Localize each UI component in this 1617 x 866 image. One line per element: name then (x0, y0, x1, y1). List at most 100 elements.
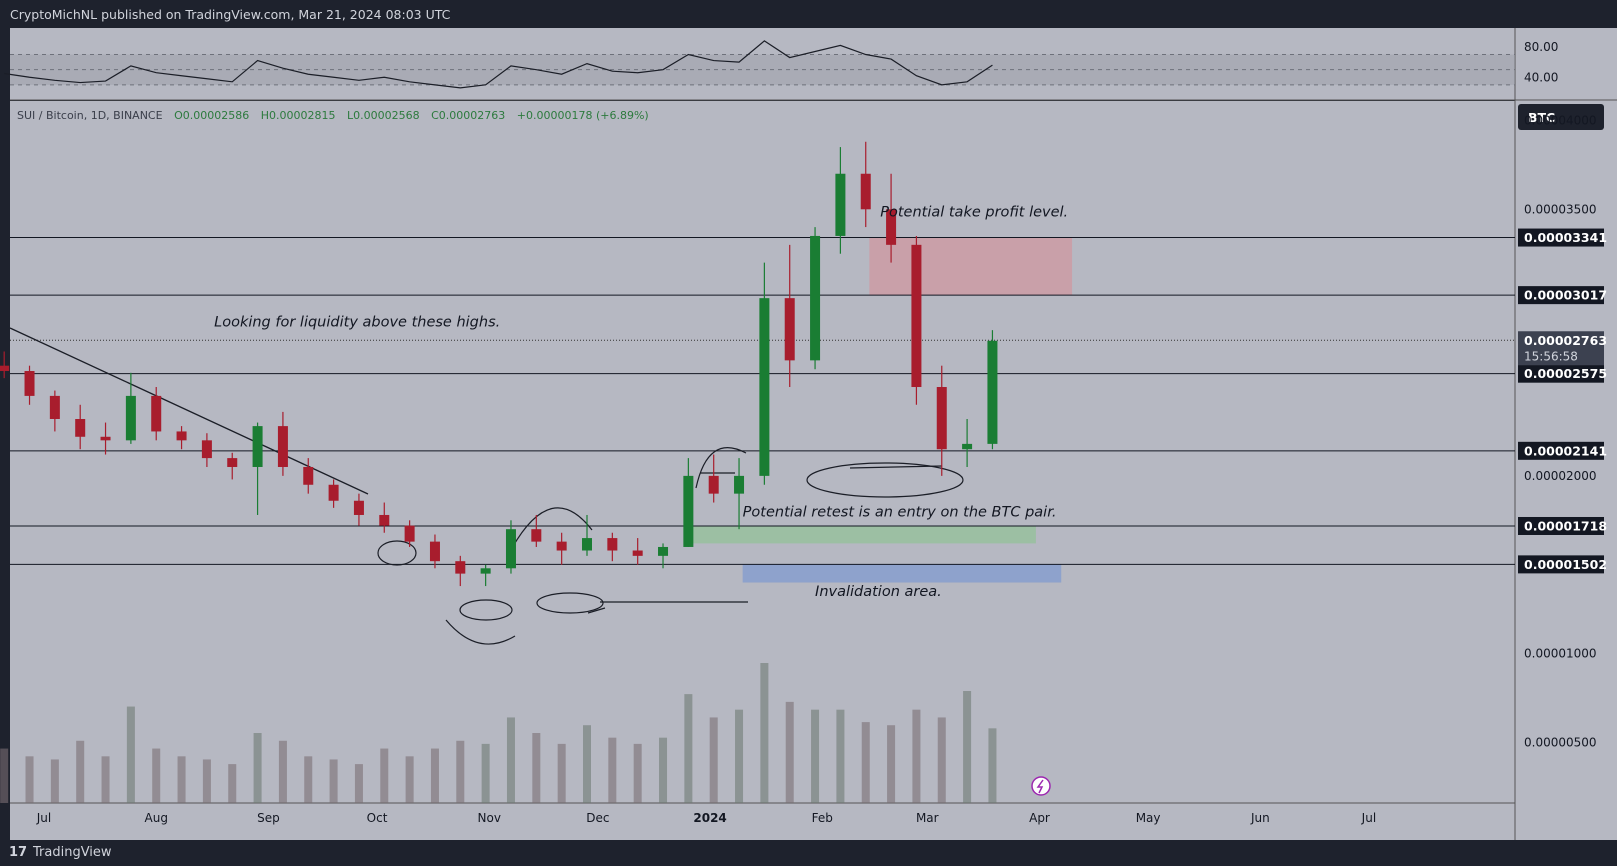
level-tag-label: 0.00002141 (1524, 443, 1607, 458)
level-tag-label: 0.00003017 (1524, 288, 1607, 303)
candle-body (936, 387, 947, 450)
x-tick-label: Mar (916, 811, 939, 825)
time-axis[interactable] (10, 803, 1617, 840)
candle-body (734, 475, 745, 494)
volume-bar (583, 725, 591, 803)
tradingview-footer: 17 TradingView (0, 840, 1617, 866)
candle-body (201, 440, 212, 459)
rsi-pane (10, 28, 1515, 100)
volume-bar (253, 733, 262, 803)
y-tick-label: 0.00001000 (1524, 647, 1597, 661)
candle-body (962, 443, 973, 450)
chart-annotation[interactable]: Potential take profit level. (880, 204, 1068, 220)
level-tag (1518, 286, 1604, 305)
current-price-tag: 0.00002763 15:56:58 (1518, 331, 1607, 366)
candle-body (480, 568, 491, 574)
level-tag-label: 0.00001718 (1524, 518, 1607, 533)
symbol-title: SUI / Bitcoin, 1D, BINANCE (17, 109, 163, 122)
y-tick-label: 0.00002000 (1524, 469, 1597, 483)
volume-bar (557, 743, 566, 803)
candle-body (607, 538, 618, 551)
volume-bar (836, 709, 845, 803)
swing-arrow (695, 447, 747, 489)
chart-annotation[interactable]: Potential retest is an entry on the BTC … (743, 505, 1057, 521)
y-tick-label: 0.00003500 (1524, 202, 1597, 216)
candle-body (49, 395, 60, 420)
x-tick-label: Dec (586, 811, 609, 825)
open-value: O0.00002586 (174, 109, 249, 122)
volume-bar (456, 740, 465, 803)
circle-marker (806, 462, 964, 498)
candle-body (429, 541, 440, 562)
candle-body (176, 431, 187, 441)
volume-bar (912, 709, 921, 803)
volume-bar (25, 756, 34, 803)
candle-body (328, 484, 339, 501)
volume-bar (608, 737, 617, 803)
volume-bar (684, 694, 693, 803)
volume-bar (785, 701, 794, 803)
tradingview-logo: 17 (9, 845, 28, 860)
volume-bar (659, 737, 668, 803)
chart-annotation[interactable]: Looking for liquidity above these highs. (214, 315, 500, 331)
x-tick-label: Jul (36, 811, 51, 825)
volume-bar (76, 740, 85, 803)
candle-body (227, 458, 238, 467)
circle-marker (459, 599, 513, 621)
publisher-header: CryptoMichNL published on TradingView.co… (0, 0, 1617, 28)
volume-bar (152, 748, 161, 803)
candle-body (835, 173, 846, 236)
level-tag-label: 0.00003341 (1524, 230, 1607, 245)
candle-body (353, 500, 364, 515)
candle-body (0, 365, 10, 372)
lightning-icon[interactable] (1031, 776, 1051, 796)
current-price-label: 0.00002763 (1524, 333, 1607, 348)
volume-bar (405, 756, 414, 803)
volume-bar (380, 748, 389, 803)
volume-bar (811, 709, 820, 803)
volume-bar (304, 756, 313, 803)
level-tag-label: 0.00002575 (1524, 366, 1607, 381)
volume-bar (354, 764, 363, 803)
candle-body (708, 475, 719, 494)
x-tick-label: Feb (812, 811, 833, 825)
level-tag (1518, 364, 1604, 383)
x-tick-label: Nov (478, 811, 501, 825)
brand-name: TradingView (33, 845, 112, 860)
volume-bar (532, 733, 541, 803)
price-axis[interactable] (1515, 28, 1617, 803)
candle-body (860, 173, 871, 210)
volume-bar (887, 725, 896, 803)
candle-body (303, 466, 314, 485)
candle-body (784, 298, 795, 361)
candle-body (632, 550, 643, 556)
candle-body (683, 475, 694, 547)
high-value: H0.00002815 (261, 109, 336, 122)
candle-body (404, 525, 415, 542)
volume-bar (50, 759, 59, 803)
candle-body (505, 529, 516, 569)
volume-bar (202, 759, 211, 803)
candle-body (277, 426, 288, 467)
candle-body (100, 436, 111, 441)
currency-badge[interactable]: BTC (1518, 104, 1604, 130)
volume-bar (101, 756, 110, 803)
volume-bar (963, 691, 972, 803)
candle-body (886, 209, 897, 245)
close-value: C0.00002763 (431, 109, 505, 122)
volume-bar (709, 717, 718, 803)
countdown-label: 15:56:58 (1524, 349, 1578, 363)
candle-body (75, 419, 86, 437)
price-chart[interactable]: 80.00 40.00 Potential take profit level. L… (0, 28, 1617, 840)
y-tick-label: 0.00000500 (1524, 735, 1597, 749)
volume-bar (633, 743, 642, 803)
x-tick-label: Oct (367, 811, 388, 825)
candle-body (810, 235, 821, 361)
volume-bar (506, 717, 515, 803)
candle-body (24, 371, 35, 396)
candle-body (987, 340, 998, 444)
level-tag-label: 0.00001502 (1524, 557, 1607, 572)
x-tick-label: 2024 (693, 811, 726, 825)
y-tick-label: 0.00004000 (1524, 113, 1597, 127)
chart-annotation[interactable]: Invalidation area. (815, 584, 942, 600)
